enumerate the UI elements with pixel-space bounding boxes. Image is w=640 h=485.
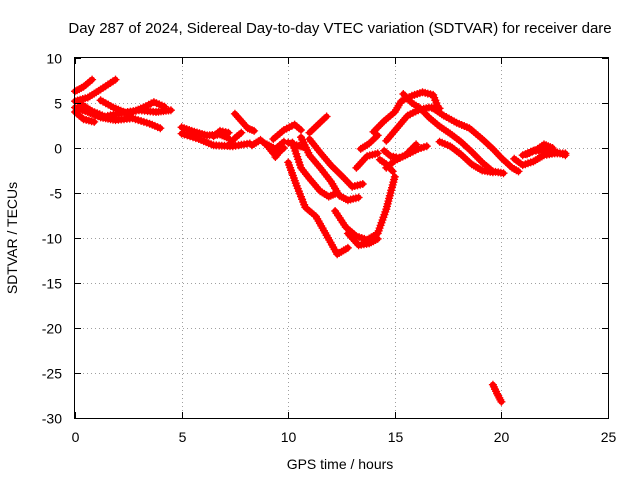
series-markers (305, 112, 331, 137)
series-track-13 (262, 137, 288, 153)
series-markers (523, 140, 557, 159)
x-tick-label: 10 (281, 429, 297, 445)
series-markers (288, 138, 342, 201)
series-track-24 (352, 149, 382, 172)
series-track-25 (356, 131, 382, 153)
axis-ticks: 0 5 10 15 20 25 10 5 0 -5 -10 -15 -20 -25 -30 (42, 51, 617, 446)
series-track-09 (209, 126, 233, 141)
series-markers (375, 155, 397, 176)
series-track-21 (305, 112, 331, 137)
series-track-34 (435, 137, 497, 177)
series-markers (96, 96, 169, 118)
y-tick-label: -10 (42, 231, 62, 247)
series-track-33 (429, 104, 523, 176)
series-markers (262, 137, 288, 153)
x-tick-label: 0 (72, 429, 80, 445)
series-track-06 (71, 108, 99, 126)
x-tick-label: 5 (179, 429, 187, 445)
series-track-35 (488, 380, 506, 406)
series-markers (488, 380, 506, 406)
y-tick-label: 0 (54, 141, 62, 157)
series-markers (343, 229, 382, 250)
series-markers (269, 120, 305, 143)
y-tick-label: -30 (42, 411, 62, 427)
series-markers (331, 172, 399, 244)
series-track-22 (331, 172, 399, 244)
series-track-23 (343, 229, 382, 250)
y-tick-label: 10 (46, 51, 62, 67)
series-track-14 (269, 120, 305, 143)
x-tick-label: 20 (494, 429, 510, 445)
x-tick-label: 25 (601, 429, 617, 445)
series-track-11 (224, 128, 246, 150)
x-tick-label: 15 (388, 429, 404, 445)
series-markers (356, 131, 382, 153)
series-markers (284, 158, 352, 259)
series-markers (352, 149, 382, 172)
series-track-31 (375, 155, 397, 176)
series-markers (305, 135, 367, 191)
y-tick-label: -20 (42, 321, 62, 337)
series-markers (224, 128, 246, 150)
series-track-18 (288, 138, 342, 201)
y-tick-label: -25 (42, 366, 62, 382)
series-markers (435, 137, 497, 177)
y-tick-label: -5 (50, 186, 63, 202)
series-track-10 (230, 109, 259, 135)
plot-frame (74, 57, 609, 419)
y-axis-label: SDTVAR / TECUs (4, 182, 20, 294)
x-axis-label: GPS time / hours (287, 456, 394, 472)
series-track-20 (305, 135, 367, 191)
series-markers (230, 109, 259, 135)
series-markers (429, 104, 523, 176)
chart-title: Day 287 of 2024, Sidereal Day-to-day VTE… (68, 20, 611, 37)
y-tick-label: -15 (42, 276, 62, 292)
series-track-17 (284, 158, 352, 259)
series-markers (390, 140, 421, 165)
series-track-30 (390, 140, 421, 165)
series-markers (271, 144, 288, 161)
series-track-19 (297, 133, 363, 205)
y-tick-label: 5 (54, 96, 62, 112)
data-series (71, 75, 570, 406)
series-track-16 (271, 144, 288, 161)
series-track-38 (523, 140, 557, 159)
series-markers (209, 126, 233, 141)
series-markers (297, 133, 363, 205)
series-track-05 (96, 96, 169, 118)
series-track-08 (177, 129, 254, 151)
